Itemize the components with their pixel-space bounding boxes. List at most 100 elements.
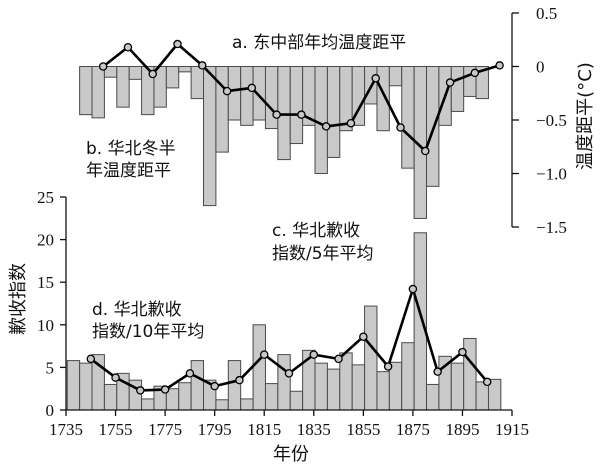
harvest-failure-10yr-series: [86, 284, 492, 395]
top-y-tick-label: −1.0: [536, 165, 567, 184]
x-tick-label: 1875: [396, 420, 430, 439]
temp-anomaly-point: [495, 61, 504, 70]
winter-temp-bar: [203, 66, 217, 207]
harvest-5yr-bar: [314, 362, 328, 411]
harvest-10yr-point: [210, 381, 219, 391]
winter-temp-bar: [128, 66, 143, 80]
harvest-5yr-bar: [190, 360, 205, 411]
winter-temp-bar: [475, 66, 489, 100]
temp-anomaly-point: [421, 146, 430, 156]
temp-anomaly-point: [247, 83, 257, 93]
temp-anomaly-point: [445, 78, 455, 87]
harvest-5yr-bar: [79, 362, 93, 411]
x-ticks: 1735 1755 1775 1795 1815 1835 1855 1875 1895 1915: [49, 410, 529, 439]
harvest-5yr-bar: [450, 362, 465, 411]
harvest-10yr-point: [111, 373, 120, 382]
x-axis-title: 年份: [273, 444, 309, 465]
harvest-10yr-point: [309, 350, 319, 359]
harvest-5yr-bar: [475, 381, 489, 411]
x-tick-label: 1795: [198, 420, 232, 439]
temp-anomaly-point: [198, 61, 207, 70]
temp-anomaly-point: [173, 39, 182, 49]
winter-temp-bar: [240, 66, 254, 126]
harvest-10yr-point: [408, 284, 418, 294]
winter-temp-bar: [190, 66, 205, 100]
temp-anomaly-point: [321, 122, 331, 131]
temp-anomaly-point: [222, 86, 232, 96]
top-y-tick-label: −1.5: [536, 218, 567, 237]
harvest-10yr-point: [185, 369, 195, 378]
winter-temp-bar: [215, 66, 229, 153]
top-y-tick-label: 0.5: [536, 4, 557, 23]
harvest-10yr-point: [136, 386, 145, 395]
temp-anomaly-point: [148, 69, 157, 79]
x-tick-label: 1755: [99, 420, 133, 439]
winter-temp-bar: [289, 66, 304, 145]
winter-temp-bar: [165, 66, 180, 89]
harvest-10yr-point: [482, 377, 492, 387]
winter-temp-bar: [79, 66, 93, 116]
harvest-5yr-bar: [240, 398, 254, 411]
harvest-10yr-point: [383, 362, 393, 371]
top-y-ticks: 0.5 0 −0.5 −1.0 −1.5: [512, 4, 567, 237]
temp-anomaly-point: [98, 62, 108, 71]
harvest-5yr-bar: [103, 383, 118, 411]
harvest-5yr-bar: [252, 324, 266, 411]
harvest-5yr-bar: [364, 305, 378, 411]
x-tick-label: 1815: [247, 420, 281, 439]
winter-temp-bar: [91, 66, 105, 119]
winter-temp-bar: [388, 66, 403, 87]
harvest-5yr-bar: [401, 342, 415, 411]
winter-temp-bar: [314, 66, 328, 174]
x-tick-label: 1855: [346, 420, 380, 439]
harvest-5yr-bar: [351, 364, 366, 411]
annotation-b-line1: b. 华北冬半: [86, 139, 176, 159]
annotation-d-line1: d. 华北歉收: [92, 300, 182, 320]
bottom-y-tick-label: 5: [46, 358, 55, 377]
winter-temp-bar: [450, 66, 465, 112]
bottom-y-tick-label: 20: [37, 231, 54, 250]
annotation-d-line2: 指数/10年平均: [92, 322, 204, 342]
bottom-y-tick-label: 25: [37, 188, 54, 207]
harvest-5yr-bar: [413, 232, 428, 411]
temp-anomaly-point: [371, 74, 380, 83]
harvest-10yr-point: [334, 354, 343, 364]
harvest-10yr-point: [359, 332, 368, 341]
harvest-10yr-point: [433, 367, 442, 376]
bottom-y-tick-label: 15: [37, 273, 54, 292]
harvest-10yr-point: [160, 385, 170, 394]
temp-anomaly-point: [346, 118, 356, 128]
harvest-5yr-bar: [277, 354, 291, 411]
harvest-5yr-bar: [178, 382, 192, 411]
harvest-5yr-bar: [376, 371, 390, 411]
temp-anomaly-point: [272, 110, 281, 119]
harvest-5yr-bar: [326, 368, 341, 411]
annotation-a: a. 东中部年均温度距平: [232, 33, 406, 53]
winter-temp-bar: [178, 66, 192, 73]
harvest-5yr-bar: [227, 360, 242, 411]
bottom-y-ticks: 0 5 10 15 20 25: [37, 188, 66, 420]
temp-anomaly-point: [123, 42, 133, 52]
harvest-10yr-point: [235, 375, 244, 385]
winter-temp-bar: [252, 66, 266, 121]
annotation-c-line2: 指数/5年平均: [272, 244, 374, 264]
harvest-5yr-bar: [215, 399, 229, 411]
right-y-axis-title: 温度距平(°C): [575, 62, 596, 170]
winter-temp-bar: [264, 66, 279, 130]
winter-temp-bar: [116, 66, 130, 108]
x-tick-label: 1915: [495, 420, 529, 439]
x-tick-label: 1895: [445, 420, 479, 439]
harvest-5yr-bar: [66, 360, 81, 411]
harvest-10yr-point: [259, 350, 269, 359]
x-tick-label: 1735: [49, 420, 83, 439]
harvest-5yr-bar: [289, 390, 304, 411]
east-central-temp-anomaly-series: [98, 39, 504, 156]
annotation-b-line2: 年温度距平: [86, 161, 171, 181]
winter-temp-bar: [426, 66, 440, 187]
winter-temp-bar: [401, 66, 415, 169]
temp-anomaly-point: [470, 68, 480, 78]
bottom-y-tick-label: 10: [37, 316, 54, 335]
harvest-5yr-bar: [426, 383, 440, 411]
winter-temp-bar: [376, 66, 390, 132]
